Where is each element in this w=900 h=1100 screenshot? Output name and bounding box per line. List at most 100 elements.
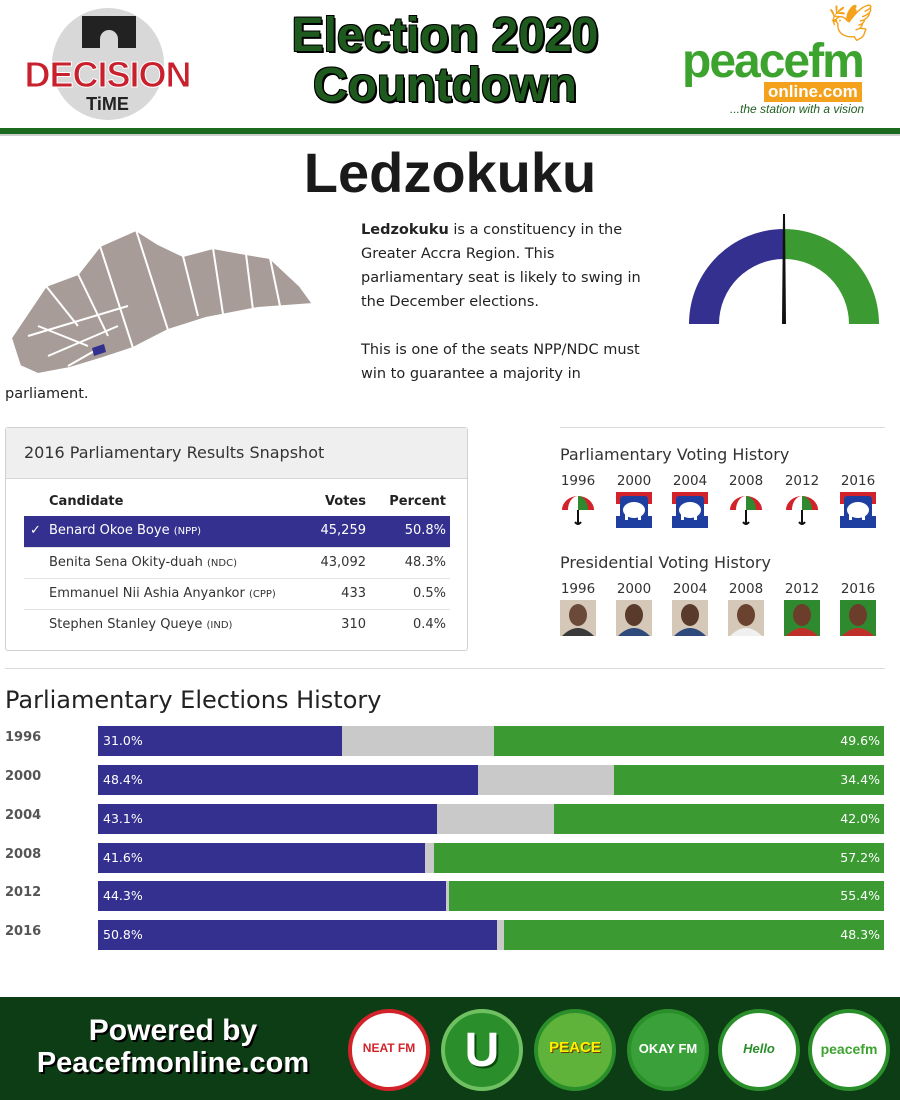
candidate-portrait: [728, 600, 764, 636]
parliamentary-history-title: Parliamentary Voting History: [560, 445, 790, 464]
history-year-label: 2000: [616, 473, 652, 489]
candidate-name-text: Stephen Stanley Queye: [49, 617, 203, 632]
ndc-share-segment: 43.1%: [98, 804, 437, 834]
candidate-percent: 0.5%: [412, 586, 446, 601]
candidate-portrait: [840, 600, 876, 636]
npp-elephant-icon: [616, 492, 652, 528]
npp-elephant-icon: [840, 492, 876, 528]
npp-share-segment: 55.4%: [448, 881, 884, 911]
header-divider: [0, 128, 900, 134]
constituency-map: [9, 228, 315, 376]
history-year-label: 2012: [784, 581, 820, 597]
candidate-portrait: [672, 600, 708, 636]
election-year-label: 2008: [5, 847, 42, 862]
powered-by-line1: Powered by: [88, 1014, 258, 1047]
station-name: OKAY FM: [638, 1041, 698, 1056]
candidate-party: (NPP): [173, 526, 202, 537]
station-name: PEACE: [549, 1039, 601, 1056]
ndc-share-label: 50.8%: [103, 927, 143, 942]
station-logo-okayfm[interactable]: OKAY FM: [627, 1009, 709, 1091]
presidential-history-title: Presidential Voting History: [560, 553, 771, 572]
history-divider: [560, 427, 885, 428]
ndc-share-label: 31.0%: [103, 733, 143, 748]
description-bold-name: Ledzokuku: [361, 222, 449, 238]
ndc-share-segment: 50.8%: [98, 920, 498, 950]
station-logo-peace[interactable]: PEACE: [534, 1009, 616, 1091]
footer: Powered by Peacefmonline.com NEAT FM U P…: [0, 997, 900, 1100]
ndc-share-label: 43.1%: [103, 811, 143, 826]
candidate-votes: 433: [341, 586, 366, 601]
powered-by: Powered by Peacefmonline.com: [8, 1014, 338, 1080]
constituency-name: Ledzokuku: [303, 141, 597, 204]
decision-time-logo[interactable]: DECISION TiME: [10, 8, 205, 126]
section-divider: [5, 668, 885, 669]
election-bar: 43.1% 42.0%: [98, 804, 884, 834]
election-bar: 41.6% 57.2%: [98, 843, 884, 873]
winner-check-icon: ✓: [30, 523, 41, 538]
page-title-line2: Countdown: [313, 59, 577, 112]
history-year-label: 2012: [784, 473, 820, 489]
npp-share-label: 49.6%: [840, 733, 880, 748]
npp-share-segment: 34.4%: [613, 765, 884, 795]
election-year-label: 2004: [5, 808, 42, 823]
history-year-label: 2016: [840, 581, 876, 597]
ndc-umbrella-icon: [730, 496, 762, 525]
logo-decision-text: DECISION: [24, 54, 192, 96]
description-paragraph-1: Ledzokuku is a constituency in the Great…: [361, 218, 661, 314]
station-name: NEAT FM: [362, 1041, 416, 1055]
ndc-share-segment: 31.0%: [98, 726, 342, 756]
candidate-percent: 48.3%: [404, 555, 446, 570]
election-year-label: 2000: [5, 769, 42, 784]
election-bar: 31.0% 49.6%: [98, 726, 884, 756]
candidate-portrait: [560, 600, 596, 636]
candidate-party: (CPP): [248, 589, 276, 600]
ndc-umbrella-icon: [786, 496, 818, 525]
gauge-needle: [782, 214, 786, 324]
peacefm-domain: online.com: [764, 82, 862, 102]
candidate-name: Benard Okoe Boye (NPP): [49, 523, 201, 538]
history-year-label: 1996: [560, 581, 596, 597]
description-text: is a constituency in the Greater Accra R…: [361, 222, 641, 310]
npp-share-label: 34.4%: [840, 772, 880, 787]
station-logo-neatfm[interactable]: NEAT FM: [348, 1009, 430, 1091]
page-title-line1: Election 2020: [291, 9, 599, 62]
candidate-votes: 45,259: [320, 523, 367, 538]
peacefm-logo[interactable]: 🕊 peacefm online.com ...the station with…: [680, 6, 890, 121]
swing-gauge: [689, 214, 879, 324]
description-wrap-text: parliament.: [5, 386, 89, 402]
npp-elephant-icon: [672, 492, 708, 528]
header: DECISION TiME Election 2020 Countdown 🕊 …: [0, 0, 900, 130]
history-year-label: 2008: [728, 473, 764, 489]
col-percent: Percent: [389, 494, 446, 509]
election-year-label: 2016: [5, 924, 42, 939]
results-table: Candidate Votes Percent ✓ Benard Okoe Bo…: [24, 490, 450, 640]
candidate-party: (NDC): [207, 558, 237, 569]
candidate-name-text: Benita Sena Okity-duah: [49, 555, 203, 570]
history-year-label: 2000: [616, 581, 652, 597]
ndc-umbrella-icon: [562, 496, 594, 525]
ndc-share-segment: 44.3%: [98, 881, 447, 911]
npp-share-label: 48.3%: [840, 927, 880, 942]
station-logo-utv[interactable]: U: [441, 1009, 523, 1091]
history-year-label: 2016: [840, 473, 876, 489]
npp-share-segment: 57.2%: [434, 843, 884, 873]
election-bar: 48.4% 34.4%: [98, 765, 884, 795]
table-header: Candidate Votes Percent: [24, 490, 450, 516]
history-year-label: 1996: [560, 473, 596, 489]
history-year-label: 2008: [728, 581, 764, 597]
logo-time-text: TiME: [86, 94, 129, 114]
station-logo-peacefm[interactable]: peacefm: [808, 1009, 890, 1091]
npp-share-label: 57.2%: [840, 850, 880, 865]
snapshot-title: 2016 Parliamentary Results Snapshot: [6, 428, 467, 479]
candidate-portrait: [616, 600, 652, 636]
header-divider-shadow: [0, 134, 900, 136]
candidate-name: Benita Sena Okity-duah (NDC): [49, 555, 237, 570]
candidate-name-text: Emmanuel Nii Ashia Anyankor: [49, 586, 245, 601]
table-row: ✓ Benard Okoe Boye (NPP) 45,259 50.8%: [24, 516, 450, 547]
ndc-share-label: 41.6%: [103, 850, 143, 865]
ndc-share-segment: 48.4%: [98, 765, 479, 795]
election-bar: 50.8% 48.3%: [98, 920, 884, 950]
description-paragraph-2: This is one of the seats NPP/NDC must wi…: [361, 342, 640, 382]
station-logo-hellofm[interactable]: Hello: [718, 1009, 800, 1091]
history-year-label: 2004: [672, 581, 708, 597]
